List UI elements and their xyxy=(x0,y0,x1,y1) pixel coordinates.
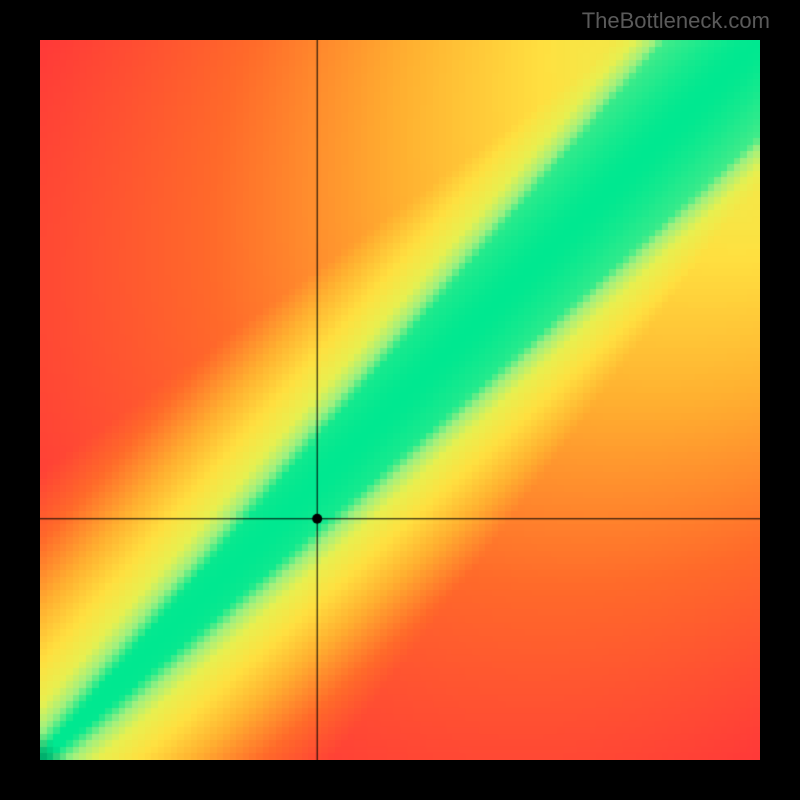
bottleneck-heatmap xyxy=(40,40,760,760)
watermark-text: TheBottleneck.com xyxy=(582,8,770,34)
